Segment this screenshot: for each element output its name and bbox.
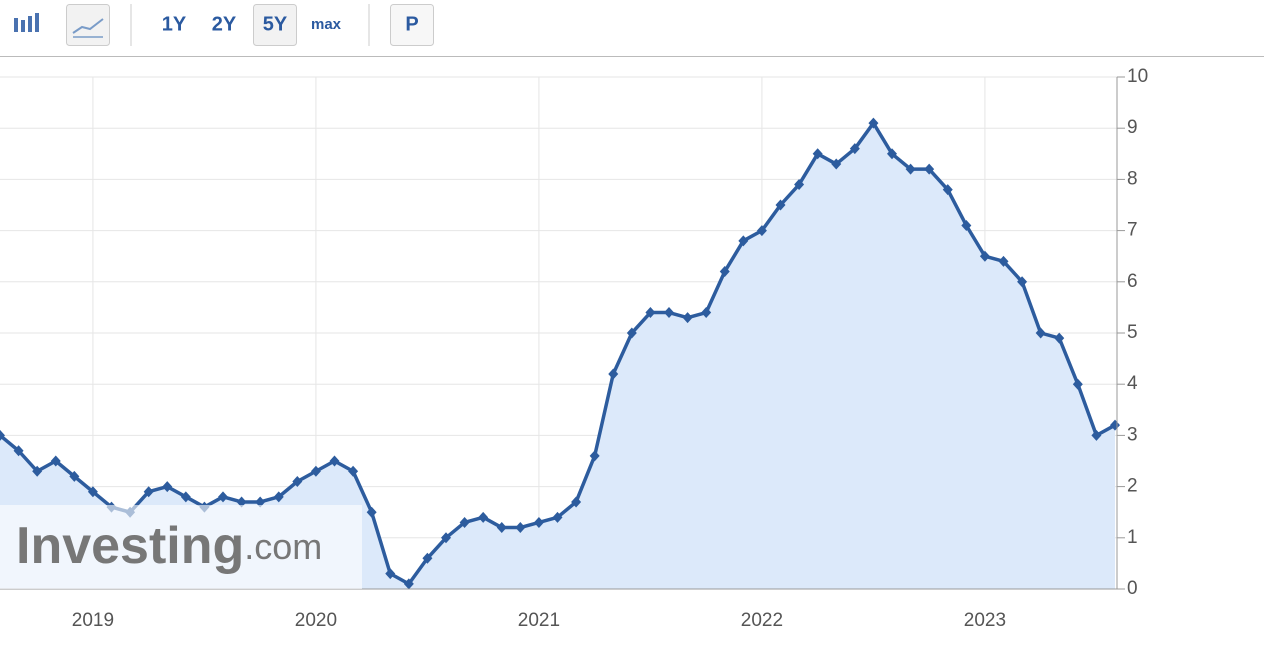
x-tick-label: 2020 (295, 610, 337, 631)
marker (812, 148, 823, 160)
marker (905, 163, 916, 175)
x-tick-label: 2023 (964, 610, 1006, 631)
range-button[interactable]: 2Y (212, 13, 237, 35)
marker (1054, 332, 1065, 344)
y-tick-label: 10 (1127, 66, 1148, 87)
marker (998, 255, 1009, 267)
x-tick-label: 2022 (741, 610, 783, 631)
x-tick-label: 2019 (72, 610, 114, 631)
marker (273, 491, 284, 503)
marker (756, 225, 767, 237)
marker (1017, 276, 1028, 288)
active-range-box (253, 4, 297, 46)
marker (589, 450, 600, 462)
marker (794, 179, 805, 191)
line-chart-button[interactable] (66, 4, 110, 46)
marker (236, 496, 247, 508)
y-tick-label: 9 (1127, 117, 1138, 138)
plot: 0 1 2 3 4 5 6 7 8 9 10 2019 2020 2021 2022 2023 Investin… (0, 66, 1148, 631)
marker (292, 475, 303, 487)
marker (143, 486, 154, 498)
y-tick-label: 1 (1127, 527, 1138, 548)
marker (32, 465, 43, 477)
marker (626, 327, 637, 339)
p-button[interactable]: P (405, 13, 418, 35)
marker (924, 163, 935, 175)
marker (366, 506, 377, 518)
marker (459, 516, 470, 528)
area-fill (0, 123, 1115, 589)
y-tick-label: 2 (1127, 476, 1138, 497)
marker (571, 496, 582, 508)
x-tick-label: 2021 (518, 610, 560, 631)
marker (775, 199, 786, 211)
marker (533, 516, 544, 528)
y-tick-label: 7 (1127, 220, 1138, 241)
watermark-brand: Investing (16, 517, 244, 575)
marker (682, 312, 693, 324)
marker (441, 532, 451, 544)
bar-chart-button[interactable] (14, 13, 39, 32)
marker (180, 491, 191, 503)
marker (942, 184, 953, 196)
range-button[interactable]: max (311, 16, 342, 33)
marker (515, 522, 526, 534)
marker (50, 455, 61, 467)
y-tick-label: 6 (1127, 271, 1138, 292)
marker (1072, 378, 1083, 390)
marker (979, 250, 990, 262)
marker (849, 143, 860, 155)
y-tick-label: 4 (1127, 373, 1138, 394)
marker (887, 148, 897, 160)
marker (552, 511, 563, 523)
watermark: Investing.com (16, 517, 322, 575)
marker (701, 307, 712, 319)
watermark-bg (0, 505, 362, 589)
marker (1091, 429, 1102, 441)
marker (403, 578, 414, 590)
y-tick-label: 3 (1127, 424, 1138, 445)
marker (738, 235, 749, 247)
marker (385, 568, 396, 580)
y-tick-label: 0 (1127, 578, 1138, 599)
y-tick-label: 8 (1127, 168, 1138, 189)
marker (496, 522, 507, 534)
marker (422, 552, 433, 564)
marker (1035, 327, 1046, 339)
marker (348, 465, 359, 477)
marker (13, 445, 24, 457)
marker (719, 266, 730, 278)
marker (310, 465, 321, 477)
marker (87, 486, 98, 498)
marker (961, 219, 972, 231)
marker (868, 117, 879, 129)
marker (664, 307, 674, 319)
marker (0, 429, 5, 441)
toolbar: 1Y 2Y 5Y max P (0, 4, 1264, 57)
p-button-box (390, 4, 434, 46)
marker (69, 470, 80, 482)
marker (162, 481, 173, 493)
marker (329, 455, 340, 467)
y-tick-label: 5 (1127, 322, 1138, 343)
range-button[interactable]: 1Y (162, 13, 187, 35)
marker (831, 158, 842, 170)
marker (645, 307, 656, 319)
marker (255, 496, 266, 508)
range-button[interactable]: 5Y (263, 13, 288, 35)
watermark-suffix: .com (244, 526, 322, 567)
marker (608, 368, 619, 380)
marker (478, 511, 489, 523)
marker (218, 491, 228, 503)
